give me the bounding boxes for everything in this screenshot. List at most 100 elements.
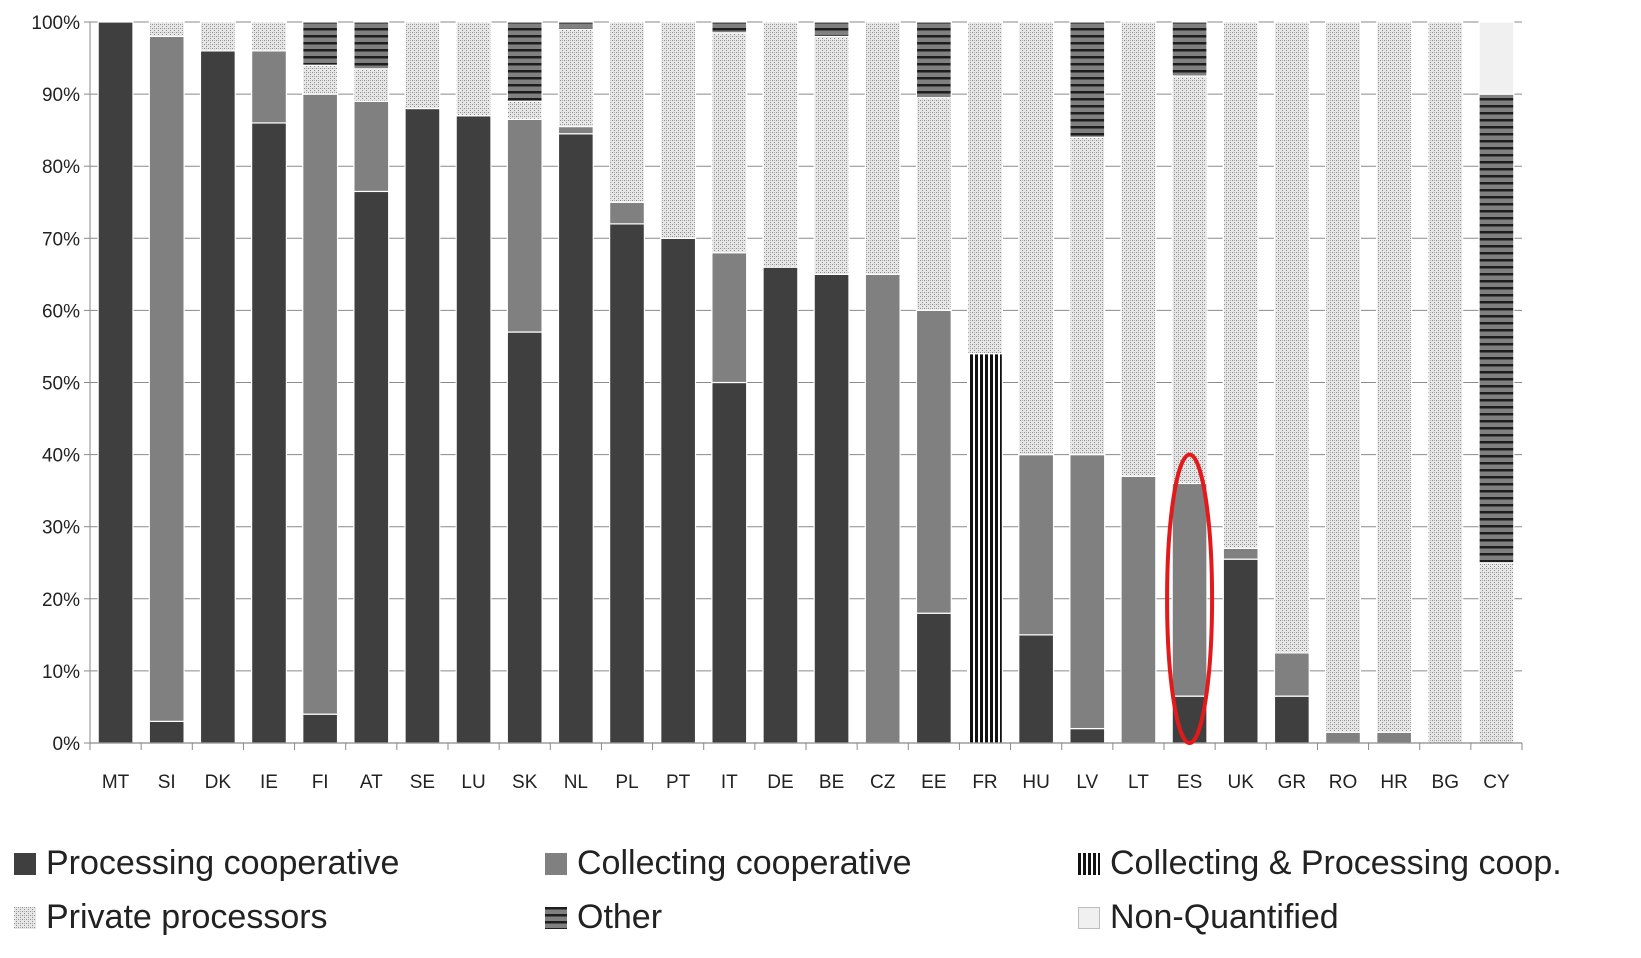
bar-segment-private <box>506 100 543 120</box>
bar-segment-collecting <box>1018 454 1055 636</box>
bar-segment-private <box>967 21 1003 355</box>
bar-segment-processing <box>1273 695 1310 744</box>
y-tick-label: 90% <box>42 85 80 106</box>
bar-segment-private <box>762 21 799 268</box>
x-tick-label: DK <box>205 772 232 793</box>
x-tick-label: LV <box>1076 772 1098 793</box>
bar-segment-collecting <box>302 93 339 715</box>
bar-segment-processing <box>609 223 645 744</box>
bar-at <box>353 21 390 744</box>
x-tick-label: MT <box>102 772 130 793</box>
bar-mt <box>97 21 134 744</box>
bar-segment-private <box>1273 21 1310 654</box>
legend-swatch-nonquant <box>1078 906 1100 929</box>
y-tick-label: 80% <box>42 157 80 178</box>
bar-segment-processing <box>711 381 748 744</box>
bar-segment-other <box>557 21 594 30</box>
bar-segment-other <box>711 21 748 34</box>
x-tick-label: ES <box>1177 772 1202 793</box>
bar-segment-other <box>302 21 339 66</box>
x-tick-label: CY <box>1483 772 1510 793</box>
legend-label-processing: Processing cooperative <box>46 844 400 882</box>
x-tick-label: AT <box>360 772 383 793</box>
bar-hu <box>1018 21 1055 744</box>
bar-segment-collecting <box>915 309 952 614</box>
x-tick-label: EE <box>921 772 946 793</box>
bar-lt <box>1120 21 1157 744</box>
bar-segment-collecting <box>506 118 543 333</box>
bar-segment-private <box>660 21 697 239</box>
bar-sk <box>506 21 543 744</box>
bar-segment-private <box>1376 21 1413 733</box>
bar-segment-collecting <box>864 273 901 744</box>
x-tick-label: UK <box>1228 772 1255 793</box>
bar-segment-private <box>148 21 185 38</box>
x-tick-label: SK <box>512 772 538 793</box>
legend-label-private: Private processors <box>46 898 328 936</box>
bar-segment-private <box>711 32 748 254</box>
x-axis-ticks: MT SI DK IE FI AT SE LU SK NL PL PT IT DE BE CZ EE FR HU LV… <box>89 743 1523 793</box>
bar-segment-other <box>1478 93 1515 564</box>
x-tick-label: HU <box>1022 772 1049 793</box>
bar-uk <box>1222 21 1259 744</box>
x-tick-label: IT <box>721 772 738 793</box>
bar-segment-collecting <box>1120 475 1157 744</box>
bar-segment-collecting <box>1376 731 1413 744</box>
x-tick-label: BE <box>819 772 844 793</box>
bar-segment-other <box>353 21 390 70</box>
bar-segment-processing <box>1069 727 1106 744</box>
bar-segment-private <box>864 21 901 275</box>
legend-item-processing: Processing cooperative <box>14 844 399 883</box>
bar-segment-processing <box>199 50 236 744</box>
legend-swatch-processing <box>14 852 36 875</box>
bar-segment-private <box>251 21 287 52</box>
legend-item-nonquant: Non-Quantified <box>1078 898 1339 937</box>
highlight-ellipse <box>1165 452 1215 745</box>
bar-ie <box>251 21 287 744</box>
bar-segment-private <box>455 21 492 117</box>
bar-segment-processing <box>251 122 287 744</box>
bar-segment-nonquant <box>1478 21 1515 95</box>
x-tick-label: NL <box>564 772 588 793</box>
legend-item-private: Private processors <box>14 898 328 937</box>
x-tick-label: PT <box>666 772 691 793</box>
bar-segment-private <box>1069 136 1106 456</box>
y-axis-ticks: 0% 10% 20% 30% 40% 50% 60% 70% 80% 90% 100% <box>31 13 90 755</box>
bar-segment-private <box>1427 21 1464 744</box>
bar-segment-processing <box>1222 558 1259 744</box>
bar-segment-processing <box>404 107 441 744</box>
legend-swatch-other <box>545 906 567 929</box>
bar-segment-collproc <box>967 353 1003 744</box>
bar-cz <box>864 21 901 744</box>
bar-segment-processing <box>762 266 799 744</box>
x-tick-label: FR <box>972 772 997 793</box>
bar-bg <box>1427 21 1464 744</box>
bar-segment-collecting <box>1171 482 1208 697</box>
bar-segment-private <box>609 21 645 203</box>
bar-segment-collecting <box>1273 652 1310 697</box>
stacked-bar-chart: 0% 10% 20% 30% 40% 50% 60% 70% 80% 90% 100% MT SI DK… <box>31 13 1523 793</box>
legend-swatch-collecting <box>545 852 567 875</box>
bar-segment-collecting <box>711 252 748 384</box>
bar-segment-other <box>1069 21 1106 138</box>
bar-fr <box>967 21 1003 744</box>
y-tick-label: 20% <box>42 590 80 611</box>
bars <box>97 21 1515 744</box>
bar-lv <box>1069 21 1106 744</box>
bar-segment-collecting <box>353 100 390 193</box>
x-tick-label: DE <box>767 772 793 793</box>
bar-segment-private <box>302 64 339 95</box>
y-tick-label: 60% <box>42 301 80 322</box>
bar-pt <box>660 21 697 744</box>
bar-segment-private <box>199 21 236 52</box>
x-tick-label: CZ <box>870 772 896 793</box>
bar-segment-processing <box>353 190 390 744</box>
legend-swatch-private <box>14 906 36 929</box>
bar-cy <box>1478 21 1515 744</box>
bar-ro <box>1325 21 1361 744</box>
bar-hr <box>1376 21 1413 744</box>
legend-label-nonquant: Non-Quantified <box>1110 898 1339 936</box>
bar-segment-collecting <box>557 125 594 135</box>
annotations <box>1165 452 1215 745</box>
bar-segment-collecting <box>1069 454 1106 730</box>
